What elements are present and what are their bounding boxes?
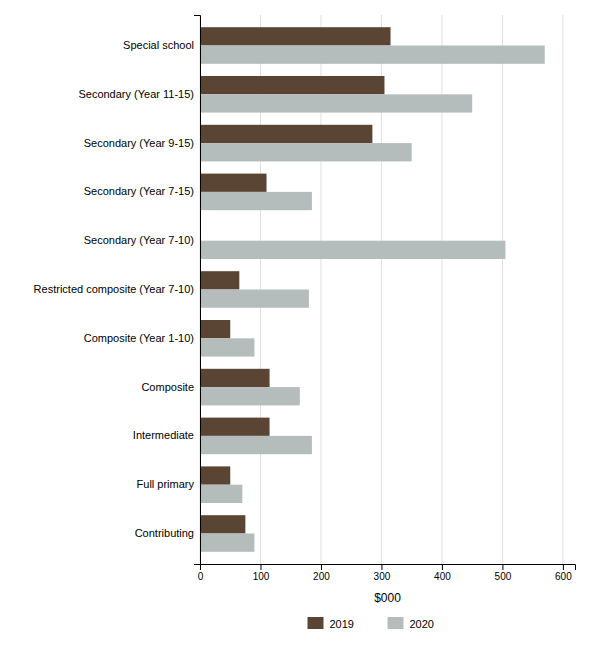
axis-line — [194, 16, 201, 565]
tick: 0 — [198, 564, 204, 582]
tick-label: Secondary (Year 9-15) — [84, 137, 194, 149]
bar — [200, 27, 391, 45]
x-axis: 0 100 200 300 400 500 600 — [198, 564, 576, 582]
tick-mark — [502, 564, 503, 570]
legend-label: 2019 — [330, 618, 354, 630]
tick: Contributing — [135, 527, 194, 539]
tick: Secondary (Year 7-15) — [84, 185, 194, 197]
tick-mark — [381, 564, 382, 570]
bar — [200, 271, 239, 289]
tick-label: Restricted composite (Year 7-10) — [34, 283, 194, 295]
tick-label: Composite — [141, 381, 194, 393]
tick: 500 — [495, 564, 512, 582]
tick: Secondary (Year 9-15) — [84, 137, 194, 149]
grid — [200, 15, 563, 564]
bar — [200, 125, 372, 143]
tick: Special school — [123, 39, 194, 51]
tick: Restricted composite (Year 7-10) — [34, 283, 194, 295]
tick-label: Secondary (Year 11-15) — [78, 88, 194, 100]
tick: Secondary (Year 11-15) — [78, 88, 194, 100]
chart: 0 100 200 300 400 500 600 Special school Seconda… — [0, 0, 600, 649]
tick: 100 — [253, 564, 270, 582]
legend-label: 2020 — [410, 618, 434, 630]
tick-label: 300 — [374, 571, 391, 582]
bar — [200, 466, 230, 484]
tick-mark — [442, 564, 443, 570]
tick: Full primary — [137, 478, 195, 490]
bar — [200, 369, 270, 387]
bar — [200, 320, 230, 338]
plot: 0 100 200 300 400 500 600 Special school Seconda… — [34, 15, 576, 605]
bar — [200, 338, 254, 356]
series-bars — [200, 46, 545, 552]
legend-swatch — [308, 617, 324, 629]
tick-label: 400 — [434, 571, 451, 582]
tick-label: 0 — [198, 571, 204, 582]
axis-line — [201, 565, 576, 571]
bar — [200, 515, 245, 533]
tick: 600 — [555, 564, 572, 582]
bar — [200, 534, 254, 552]
tick: Secondary (Year 7-10) — [84, 234, 194, 246]
bar — [200, 387, 300, 405]
legend-item: 2019 — [308, 617, 354, 630]
tick-mark — [260, 564, 261, 570]
tick: Intermediate — [133, 429, 194, 441]
bar — [200, 174, 267, 192]
tick: 300 — [374, 564, 391, 582]
y-axis: Special school Secondary (Year 11-15) Seco… — [34, 16, 201, 565]
tick: Composite — [141, 381, 194, 393]
bar — [200, 290, 309, 308]
tick-label: Contributing — [135, 527, 194, 539]
legend-swatch — [388, 617, 404, 629]
tick-mark — [321, 564, 322, 570]
tick-mark — [563, 564, 564, 570]
bar — [200, 241, 505, 259]
bar — [200, 418, 270, 436]
axis-title: $000 — [374, 591, 401, 605]
tick-label: Composite (Year 1-10) — [84, 332, 194, 344]
tick-label: Secondary (Year 7-10) — [84, 234, 194, 246]
legend-item: 2020 — [388, 617, 434, 630]
bar — [200, 192, 312, 210]
tick-label: 200 — [313, 571, 330, 582]
bar — [200, 76, 384, 94]
bar — [200, 94, 472, 112]
grid-line — [502, 15, 503, 564]
bar — [200, 143, 412, 161]
tick-label: 500 — [495, 571, 512, 582]
tick-label: Secondary (Year 7-15) — [84, 185, 194, 197]
tick: 200 — [313, 564, 330, 582]
bar — [200, 46, 545, 64]
tick-label: Special school — [123, 39, 194, 51]
bar — [200, 485, 242, 503]
legend: 2019 2020 — [308, 617, 434, 630]
bars — [200, 27, 545, 552]
tick: 400 — [434, 564, 451, 582]
tick-label: 100 — [253, 571, 270, 582]
bar — [200, 436, 312, 454]
tick: Composite (Year 1-10) — [84, 332, 194, 344]
tick-label: 600 — [555, 571, 572, 582]
tick-label: Full primary — [137, 478, 195, 490]
grid-line — [562, 15, 563, 564]
tick-label: Intermediate — [133, 429, 194, 441]
